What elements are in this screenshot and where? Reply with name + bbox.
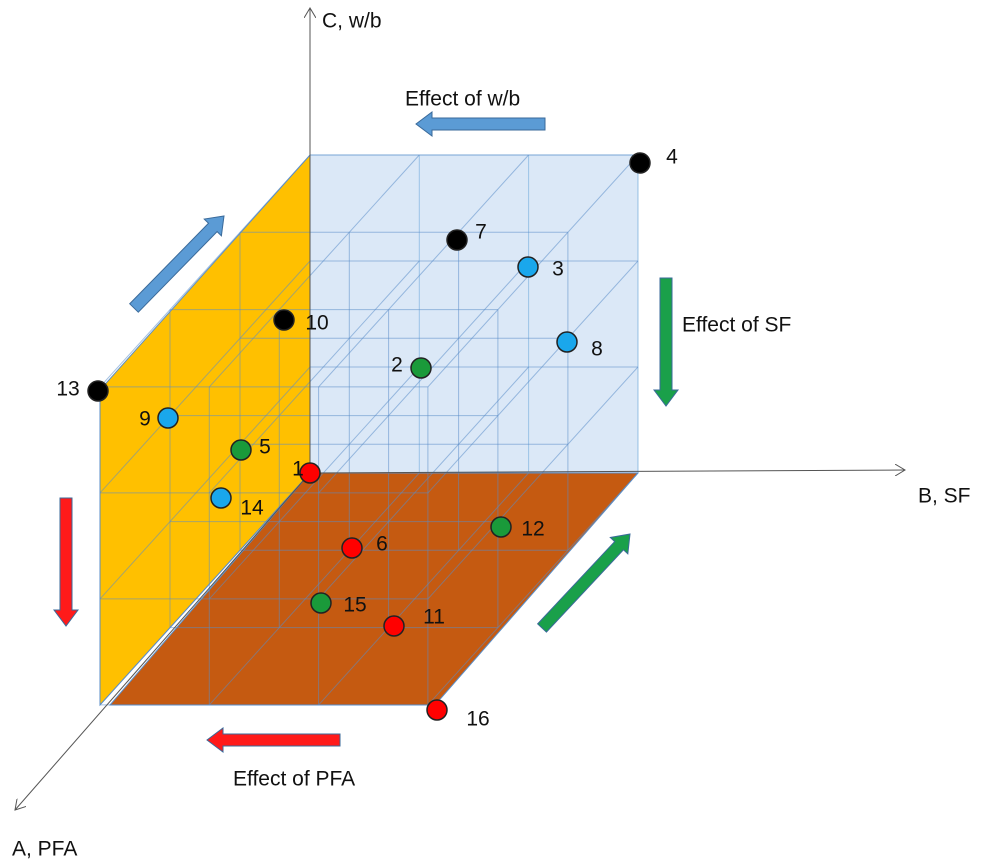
point (426, 699, 448, 721)
grid-line (99, 472, 311, 706)
point (273, 309, 295, 331)
point-label: 9 (139, 408, 151, 431)
b-axis (309, 470, 905, 473)
grid-line (99, 154, 311, 388)
point (556, 331, 578, 353)
point-label: 1 (292, 458, 304, 481)
point-label: 3 (552, 258, 564, 281)
point (310, 592, 332, 614)
point-label: 8 (591, 338, 603, 361)
point (446, 229, 468, 251)
point (490, 516, 512, 538)
point (341, 537, 363, 559)
axis-label: C, w/b (322, 10, 382, 33)
point (299, 462, 321, 484)
a-axis (15, 472, 311, 810)
point (87, 380, 109, 402)
point-label: 2 (391, 354, 403, 377)
point-label: 5 (259, 436, 271, 459)
point (383, 615, 405, 637)
effect-arrow (415, 111, 546, 137)
grid-line (99, 366, 311, 600)
point-label: 11 (423, 606, 445, 629)
point-label: 14 (240, 497, 264, 520)
grid-line (318, 472, 529, 706)
point (157, 407, 179, 429)
effect-label: Effect of w/b (405, 88, 520, 111)
point (210, 487, 232, 509)
grid-line (99, 260, 311, 494)
back-wall (309, 154, 639, 474)
point-label: 15 (343, 594, 366, 617)
point (517, 256, 539, 278)
axis-label: A, PFA (12, 838, 77, 861)
point (629, 152, 651, 174)
effect-label: Effect of SF (682, 314, 791, 337)
grid-line (318, 366, 529, 600)
point (410, 357, 432, 379)
point-label: 12 (521, 518, 544, 541)
grid-line (208, 366, 420, 600)
effect-arrow (206, 727, 341, 753)
grid-line (318, 154, 529, 388)
point-label: 6 (376, 533, 388, 556)
effect-arrow (53, 497, 79, 627)
point-label: 13 (56, 378, 79, 401)
grid (99, 154, 639, 706)
grid-line (427, 366, 639, 600)
grid-line (427, 472, 639, 706)
axis-label: B, SF (918, 485, 971, 508)
grid-line (427, 260, 639, 494)
point-label: 7 (475, 221, 487, 244)
effect-label: Effect of PFA (233, 768, 355, 791)
point-label: 4 (666, 146, 678, 169)
effect-arrow (129, 215, 225, 313)
effect-arrow (536, 533, 631, 633)
effect-arrow (653, 277, 679, 407)
point-label: 10 (305, 312, 328, 335)
arrows (53, 111, 679, 753)
grid-line (208, 472, 420, 706)
point-label: 16 (466, 708, 489, 731)
grid-line (208, 154, 420, 388)
point (230, 439, 252, 461)
